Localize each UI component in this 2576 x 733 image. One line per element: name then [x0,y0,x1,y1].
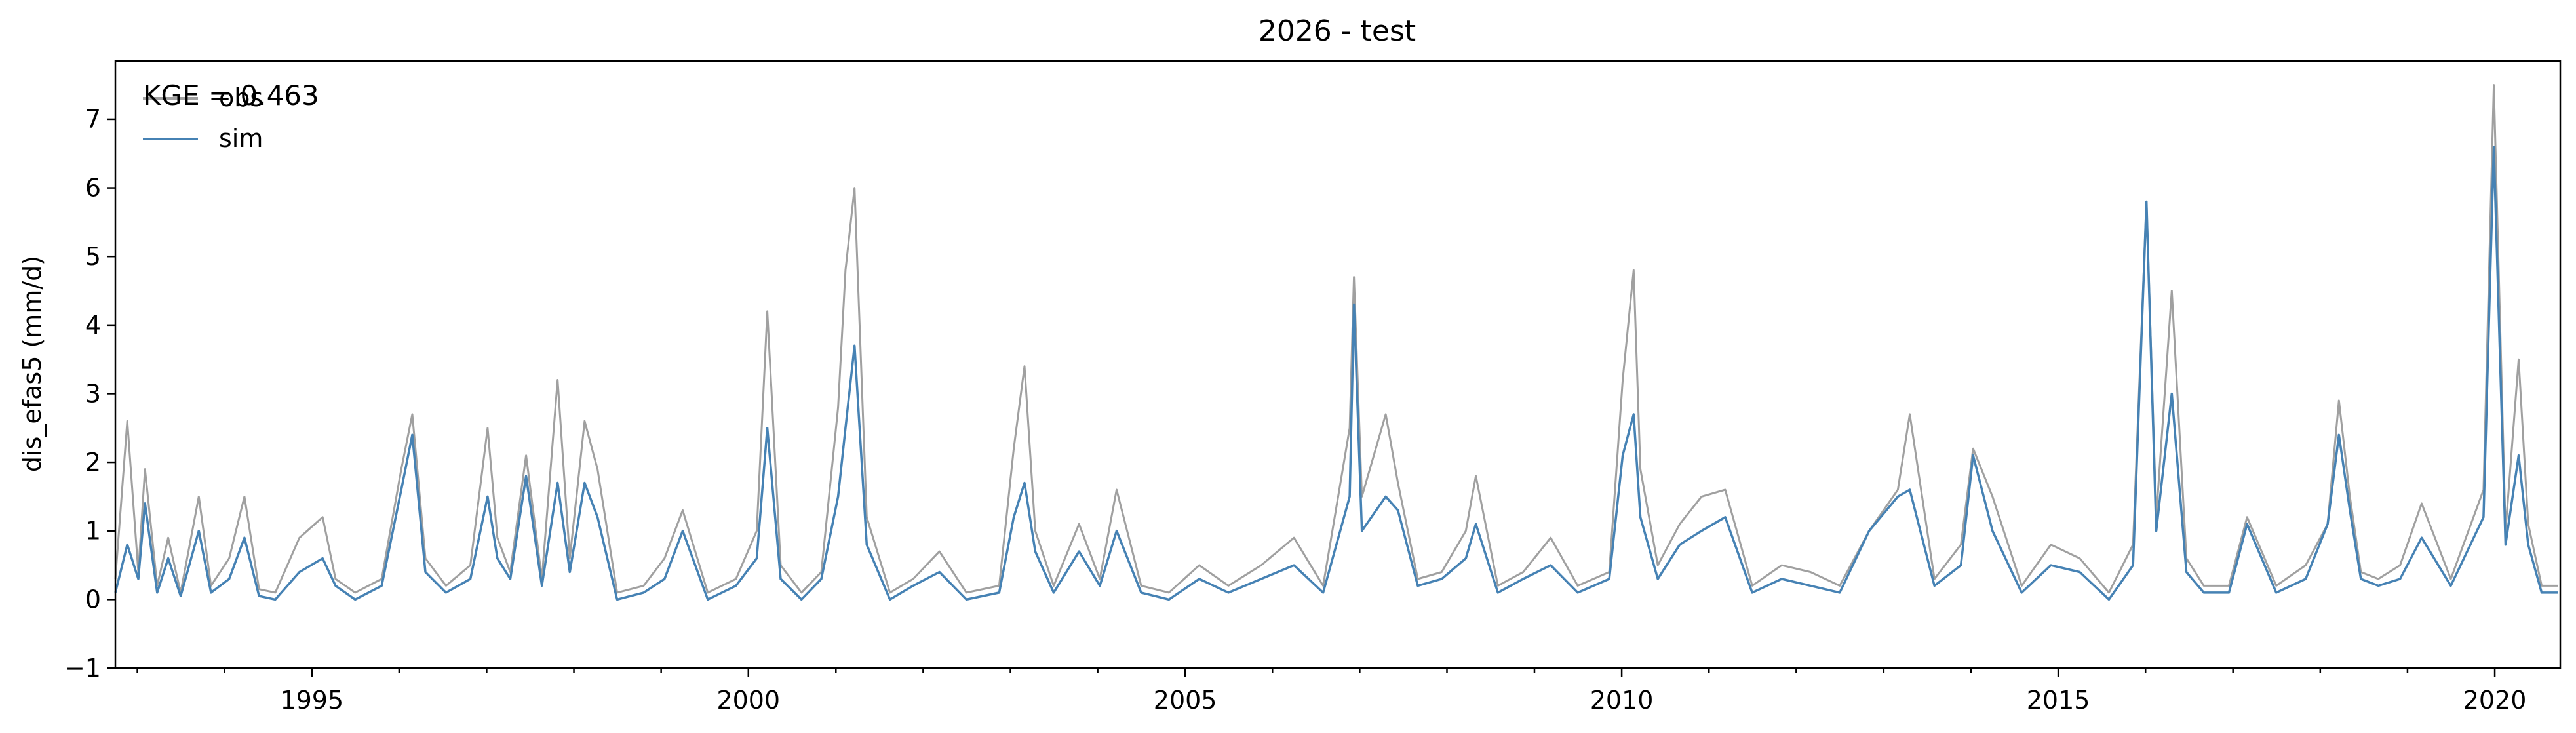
x-axis: 1995 2000 2005 2010 2015 2020 [136,668,2527,715]
x-tick-label: 2005 [1154,686,1217,715]
series-line-obs [114,84,2558,594]
y-axis: −1 0 1 2 3 4 5 6 7 [64,105,115,683]
legend-sim-label: sim [219,124,263,153]
y-tick-label: 1 [85,517,101,545]
y-axis-label: dis_efas5 (mm/d) [18,256,47,472]
plot-area [114,84,2558,601]
x-tick-label: 1995 [280,686,343,715]
y-tick-label: 4 [85,311,101,340]
y-tick-label: 5 [85,242,101,271]
x-tick-label: 2010 [1590,686,1654,715]
y-tick-label: 7 [85,105,101,134]
x-tick-label: 2015 [2027,686,2090,715]
y-tick-label: 6 [85,174,101,203]
y-tick-label: 3 [85,379,101,408]
x-tick-label: 2000 [716,686,780,715]
kge-annotation: KGE = 0.463 [143,79,319,111]
legend-obs-label: obs [219,83,263,112]
y-tick-label: 2 [85,448,101,477]
legend: obs sim [143,83,263,153]
x-tick-label: 2020 [2463,686,2527,715]
axes-frame [114,60,2562,669]
y-tick-label: 0 [85,585,101,614]
chart-title: 2026 - test [1259,14,1416,48]
y-tick-label: −1 [64,654,101,683]
series-line-sim [114,146,2558,601]
